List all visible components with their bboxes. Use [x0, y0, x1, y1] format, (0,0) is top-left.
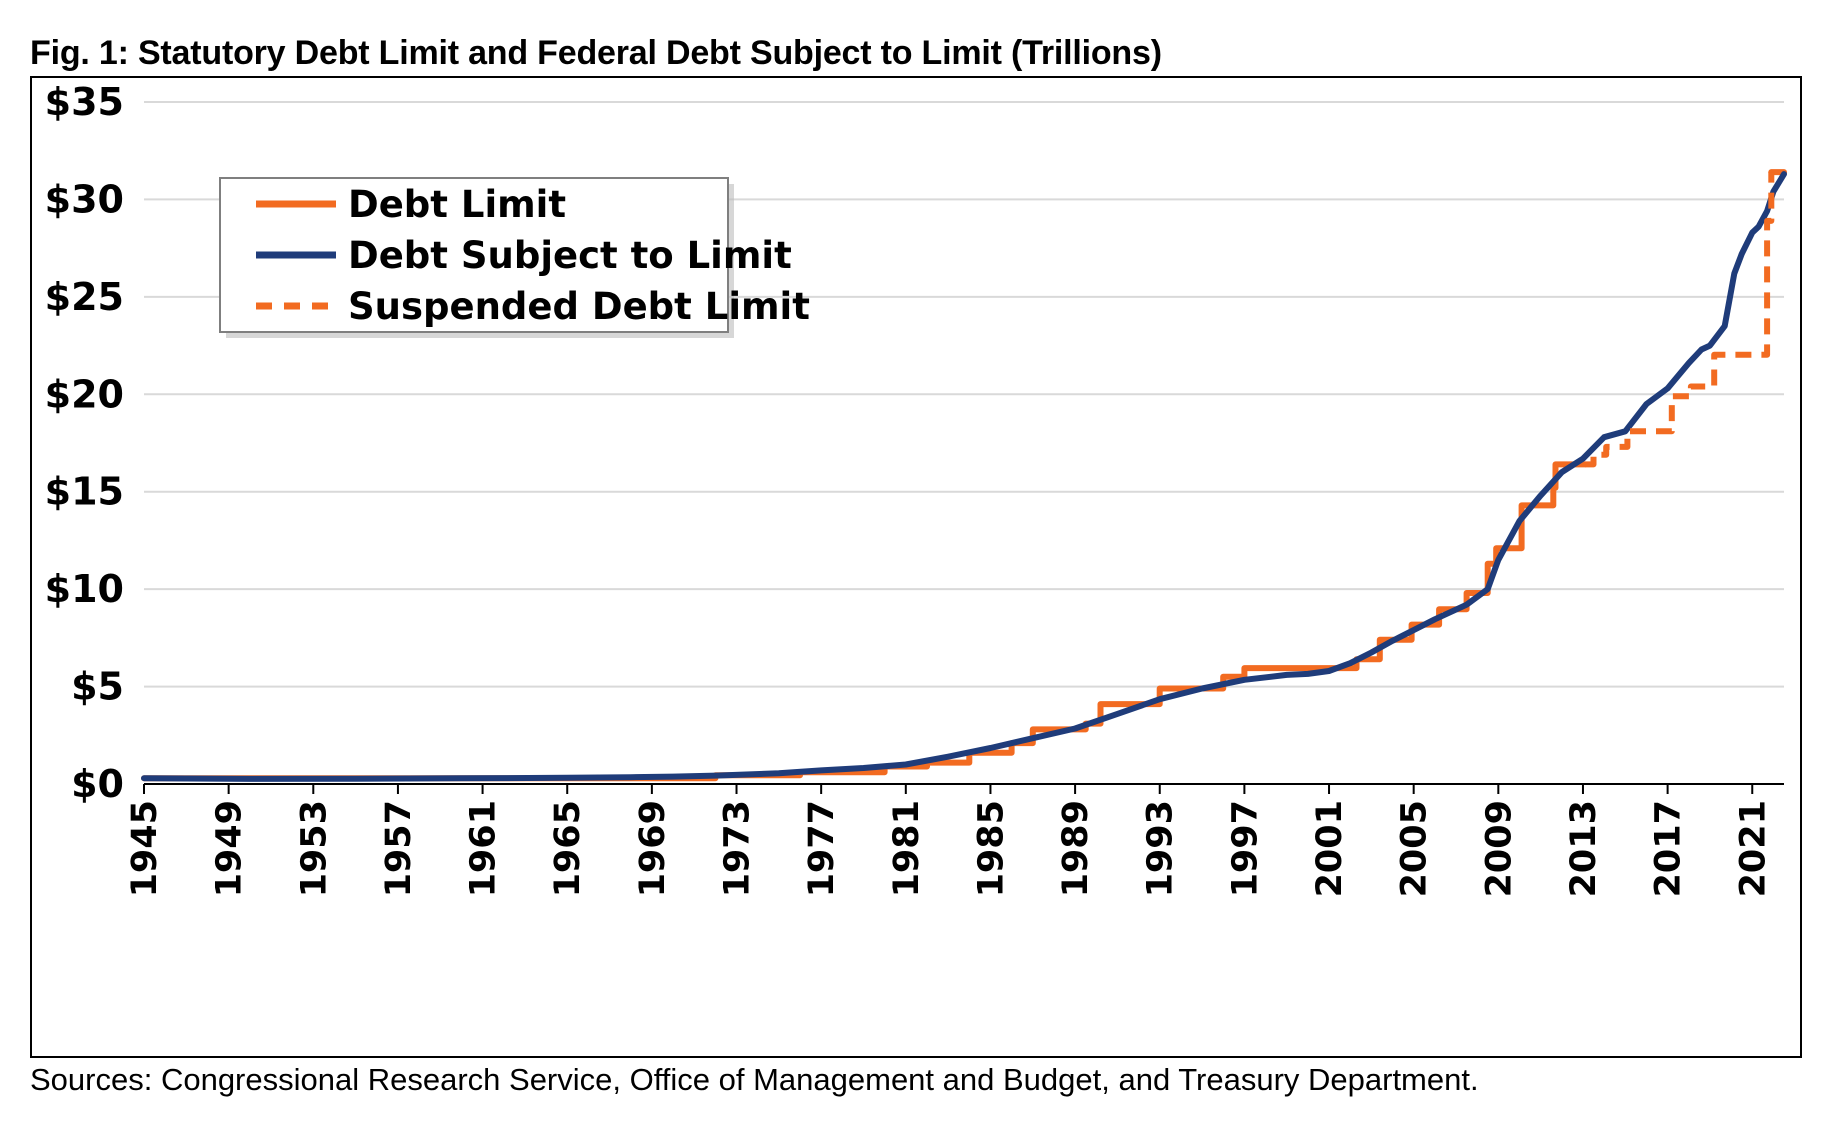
suspended-debt-limit-line [1585, 172, 1775, 468]
y-axis-tick-labels: $0 $5 $10 $15 $20 $25 $30 $35 [45, 80, 124, 806]
x-tick-label: 2009 [1479, 800, 1519, 897]
y-tick-label: $0 [71, 762, 124, 806]
x-tick-label: 2021 [1733, 800, 1773, 897]
legend-label: Debt Limit [348, 183, 566, 226]
debt-subject-to-limit-line [141, 171, 1787, 782]
x-tick-label: 1997 [1225, 800, 1265, 897]
x-tick-label: 1957 [379, 800, 419, 897]
y-tick-label: $20 [45, 372, 124, 416]
y-tick-label: $35 [45, 80, 124, 124]
x-tick-label: 1989 [1056, 800, 1096, 897]
debt-limit-line [141, 461, 1589, 782]
legend: Debt Limit Debt Subject to Limit Suspended… [219, 177, 810, 338]
x-tick-label: 1985 [971, 800, 1011, 897]
debt-limit-line-chart: $0$5$10$15$20$25$30$35 1945 1949 1953 1957 1… [45, 80, 1787, 897]
series-lines [141, 169, 1787, 782]
y-tick-label: $5 [71, 665, 124, 709]
x-tick-label: 1965 [548, 800, 588, 897]
y-tick-label: $30 [45, 177, 124, 221]
x-tick-label: 2001 [1310, 800, 1350, 897]
x-axis-tick-labels: 1945 1949 1953 1957 1961 1965 1969 1973 1977 1981… [125, 800, 1773, 897]
x-tick-label: 2005 [1395, 800, 1435, 897]
y-tick-label: $15 [45, 470, 124, 514]
x-tick-label: 1949 [210, 800, 250, 897]
x-tick-label: 1961 [464, 800, 504, 897]
axes [143, 783, 1784, 794]
x-tick-label: 1945 [125, 800, 165, 897]
x-tick-label: 1981 [887, 800, 927, 897]
chart-frame: $0 $5 $10 $15 $20 $25 $30 $35 1945 1949 1953 1957 1… [30, 76, 1802, 1058]
x-tick-label: 2013 [1564, 800, 1604, 897]
x-tick-label: 1993 [1141, 800, 1181, 897]
x-tick-label: 2017 [1649, 800, 1689, 897]
x-tick-label: 1973 [718, 800, 758, 897]
legend-label: Debt Subject to Limit [348, 234, 792, 277]
legend-label: Suspended Debt Limit [348, 285, 810, 328]
chart-title: Fig. 1: Statutory Debt Limit and Federal… [30, 34, 1162, 72]
source-note: Sources: Congressional Research Service,… [30, 1062, 1479, 1097]
x-tick-label: 1953 [294, 800, 334, 897]
y-tick-label: $10 [45, 567, 124, 611]
x-tick-label: 1977 [802, 800, 842, 897]
x-tick-label: 1969 [633, 800, 673, 897]
y-tick-label: $25 [45, 275, 124, 319]
